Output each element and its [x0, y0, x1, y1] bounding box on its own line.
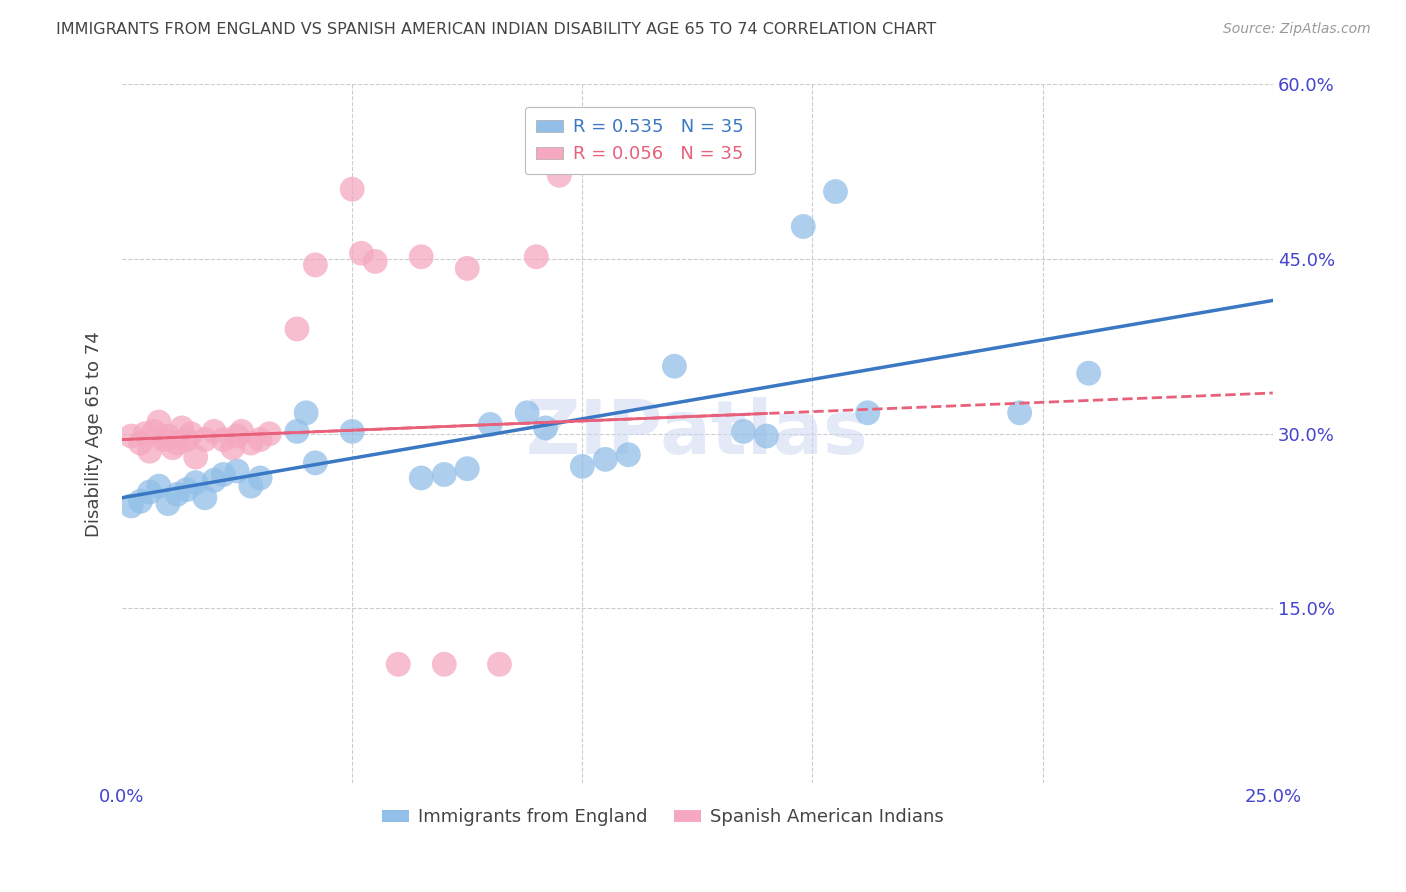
Point	[184, 450, 207, 464]
Point	[212, 467, 235, 482]
Point	[792, 219, 814, 234]
Point	[138, 485, 160, 500]
Point	[249, 433, 271, 447]
Point	[194, 433, 217, 447]
Point	[304, 258, 326, 272]
Point	[1008, 406, 1031, 420]
Point	[340, 182, 363, 196]
Point	[120, 429, 142, 443]
Point	[733, 425, 755, 439]
Point	[340, 425, 363, 439]
Point	[221, 441, 243, 455]
Point	[387, 657, 409, 672]
Point	[350, 246, 373, 260]
Point	[259, 426, 281, 441]
Point	[856, 406, 879, 420]
Point	[516, 406, 538, 420]
Point	[433, 467, 456, 482]
Point	[176, 433, 198, 447]
Point	[239, 479, 262, 493]
Point	[364, 254, 387, 268]
Point	[755, 429, 778, 443]
Point	[166, 436, 188, 450]
Point	[134, 426, 156, 441]
Point	[152, 433, 174, 447]
Text: IMMIGRANTS FROM ENGLAND VS SPANISH AMERICAN INDIAN DISABILITY AGE 65 TO 74 CORRE: IMMIGRANTS FROM ENGLAND VS SPANISH AMERI…	[56, 22, 936, 37]
Text: ZIPatlas: ZIPatlas	[526, 397, 869, 470]
Point	[231, 425, 253, 439]
Point	[824, 185, 846, 199]
Point	[170, 421, 193, 435]
Point	[239, 436, 262, 450]
Point	[202, 425, 225, 439]
Point	[488, 657, 510, 672]
Point	[456, 261, 478, 276]
Point	[456, 461, 478, 475]
Point	[411, 471, 433, 485]
Legend: Immigrants from England, Spanish American Indians: Immigrants from England, Spanish America…	[374, 801, 952, 833]
Point	[180, 426, 202, 441]
Point	[129, 494, 152, 508]
Point	[534, 421, 557, 435]
Point	[129, 436, 152, 450]
Point	[411, 250, 433, 264]
Point	[595, 452, 617, 467]
Point	[120, 499, 142, 513]
Point	[157, 497, 180, 511]
Point	[143, 425, 166, 439]
Point	[226, 464, 249, 478]
Point	[212, 433, 235, 447]
Point	[176, 483, 198, 497]
Point	[285, 322, 308, 336]
Point	[617, 448, 640, 462]
Point	[304, 456, 326, 470]
Point	[157, 429, 180, 443]
Text: Source: ZipAtlas.com: Source: ZipAtlas.com	[1223, 22, 1371, 37]
Y-axis label: Disability Age 65 to 74: Disability Age 65 to 74	[86, 331, 103, 537]
Point	[148, 415, 170, 429]
Point	[249, 471, 271, 485]
Point	[524, 250, 547, 264]
Point	[202, 473, 225, 487]
Point	[148, 479, 170, 493]
Point	[295, 406, 318, 420]
Point	[226, 429, 249, 443]
Point	[285, 425, 308, 439]
Point	[166, 487, 188, 501]
Point	[138, 444, 160, 458]
Point	[184, 475, 207, 490]
Point	[664, 359, 686, 374]
Point	[1077, 366, 1099, 380]
Point	[548, 168, 571, 182]
Point	[194, 491, 217, 505]
Point	[571, 459, 593, 474]
Point	[433, 657, 456, 672]
Point	[162, 441, 184, 455]
Point	[479, 417, 502, 432]
